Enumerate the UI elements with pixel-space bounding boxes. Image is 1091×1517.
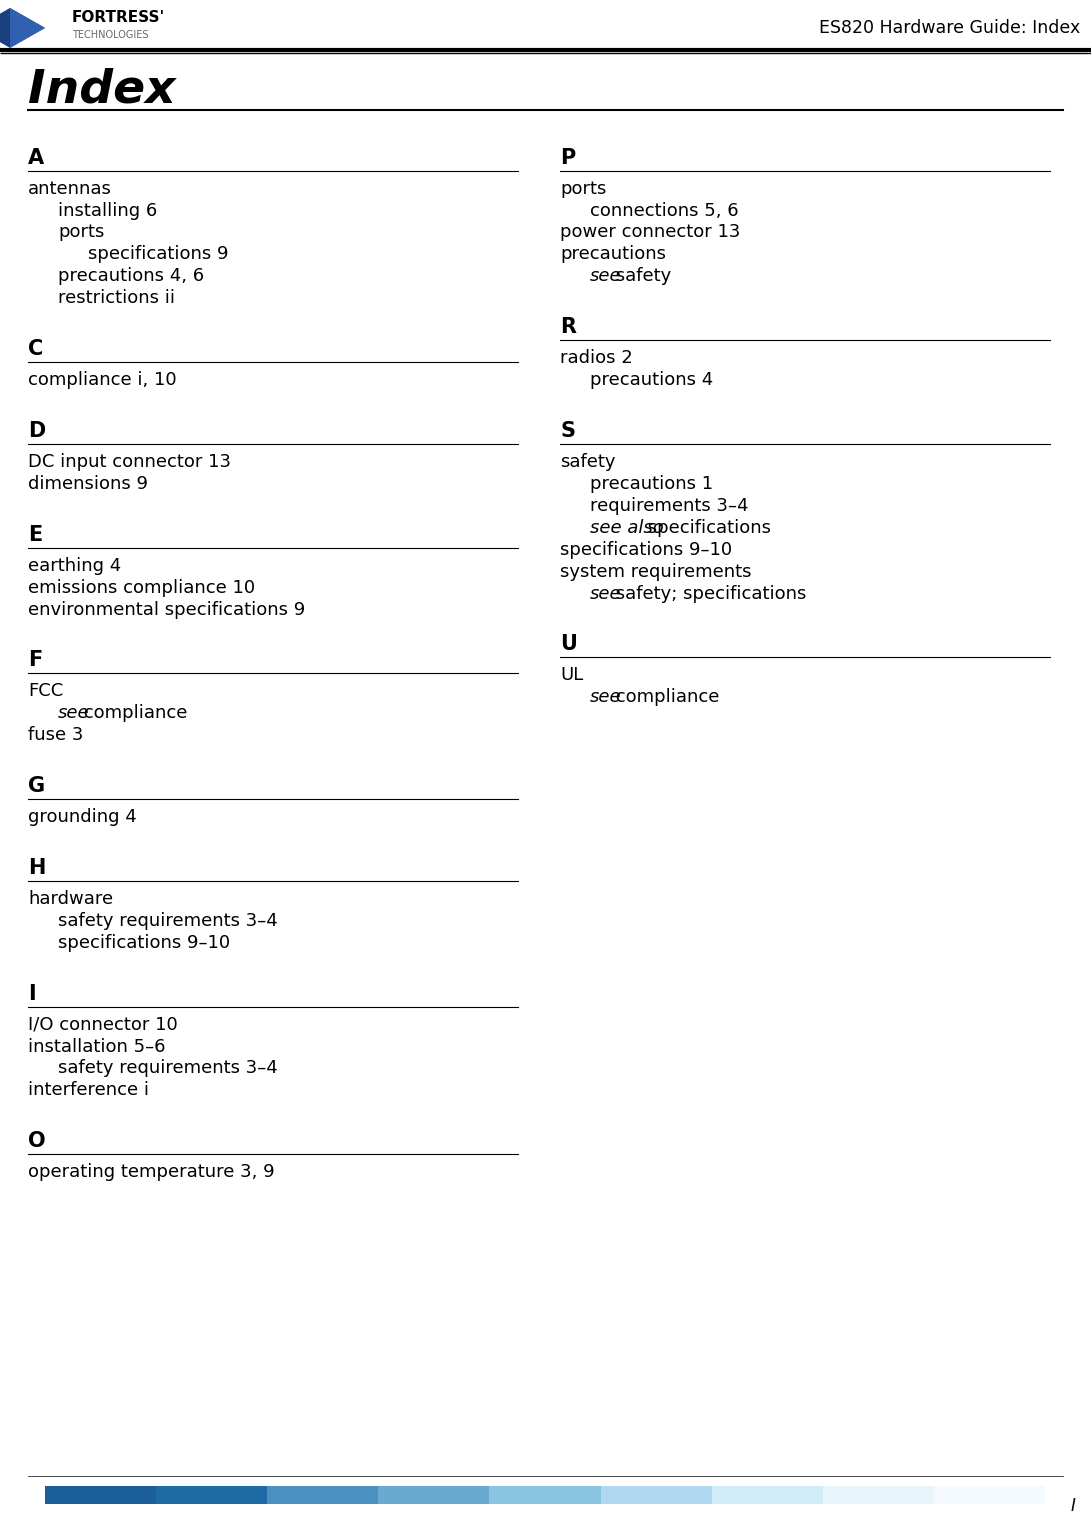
- Text: specifications 9: specifications 9: [88, 246, 228, 264]
- Text: TECHNOLOGIES: TECHNOLOGIES: [72, 30, 148, 39]
- Text: safety requirements 3–4: safety requirements 3–4: [58, 912, 278, 930]
- Text: Index: Index: [28, 67, 176, 112]
- Text: compliance i, 10: compliance i, 10: [28, 372, 177, 390]
- Text: FCC: FCC: [28, 683, 63, 701]
- Text: UL: UL: [560, 666, 584, 684]
- Text: installing 6: installing 6: [58, 202, 157, 220]
- Polygon shape: [0, 8, 45, 49]
- Text: I: I: [1070, 1497, 1075, 1515]
- Text: safety: safety: [610, 267, 671, 285]
- Text: S: S: [560, 422, 575, 441]
- Text: H: H: [28, 859, 46, 878]
- Text: precautions 1: precautions 1: [590, 475, 714, 493]
- Bar: [379, 1487, 490, 1505]
- Text: restrictions ii: restrictions ii: [58, 290, 175, 308]
- Text: specifications 9–10: specifications 9–10: [560, 540, 732, 558]
- Bar: [823, 1487, 934, 1505]
- Text: connections 5, 6: connections 5, 6: [590, 202, 739, 220]
- Text: ES820 Hardware Guide: Index: ES820 Hardware Guide: Index: [818, 18, 1080, 36]
- Bar: [490, 1487, 600, 1505]
- Text: specifications 9–10: specifications 9–10: [58, 934, 230, 951]
- Text: A: A: [28, 147, 44, 168]
- Text: O: O: [28, 1132, 46, 1151]
- Text: I/O connector 10: I/O connector 10: [28, 1015, 178, 1033]
- Text: precautions: precautions: [560, 246, 666, 264]
- Text: specifications: specifications: [642, 519, 771, 537]
- Text: environmental specifications 9: environmental specifications 9: [28, 601, 305, 619]
- Text: operating temperature 3, 9: operating temperature 3, 9: [28, 1164, 275, 1182]
- Text: fuse 3: fuse 3: [28, 727, 83, 745]
- Text: safety requirements 3–4: safety requirements 3–4: [58, 1059, 278, 1077]
- Bar: [45, 1487, 156, 1505]
- Text: antennas: antennas: [28, 179, 112, 197]
- Text: P: P: [560, 147, 575, 168]
- Text: power connector 13: power connector 13: [560, 223, 741, 241]
- Text: FORTRESS': FORTRESS': [72, 11, 165, 26]
- Text: E: E: [28, 525, 43, 545]
- Text: grounding 4: grounding 4: [28, 809, 136, 827]
- Text: C: C: [28, 340, 44, 360]
- Text: U: U: [560, 634, 577, 654]
- Text: see: see: [590, 267, 622, 285]
- Text: D: D: [28, 422, 45, 441]
- Text: requirements 3–4: requirements 3–4: [590, 496, 748, 514]
- Text: hardware: hardware: [28, 890, 113, 907]
- Text: see: see: [590, 689, 622, 707]
- Text: G: G: [28, 777, 45, 796]
- Text: see: see: [590, 584, 622, 602]
- Text: ports: ports: [560, 179, 607, 197]
- Bar: [711, 1487, 823, 1505]
- Bar: [267, 1487, 379, 1505]
- Text: dimensions 9: dimensions 9: [28, 475, 148, 493]
- Bar: [600, 1487, 711, 1505]
- Text: I: I: [28, 983, 36, 1004]
- Text: precautions 4, 6: precautions 4, 6: [58, 267, 204, 285]
- Text: earthing 4: earthing 4: [28, 557, 121, 575]
- Text: R: R: [560, 317, 576, 337]
- Text: emissions compliance 10: emissions compliance 10: [28, 578, 255, 596]
- Text: DC input connector 13: DC input connector 13: [28, 454, 231, 470]
- Text: compliance: compliance: [77, 704, 187, 722]
- Bar: [934, 1487, 1045, 1505]
- Text: ports: ports: [58, 223, 105, 241]
- Text: system requirements: system requirements: [560, 563, 752, 581]
- Text: radios 2: radios 2: [560, 349, 633, 367]
- Bar: [156, 1487, 267, 1505]
- Text: safety: safety: [560, 454, 615, 470]
- Text: see also: see also: [590, 519, 663, 537]
- Text: safety; specifications: safety; specifications: [610, 584, 806, 602]
- Polygon shape: [10, 8, 45, 49]
- Text: installation 5–6: installation 5–6: [28, 1038, 166, 1056]
- Text: interference i: interference i: [28, 1082, 149, 1100]
- Text: precautions 4: precautions 4: [590, 372, 714, 390]
- Text: F: F: [28, 651, 43, 671]
- Text: see: see: [58, 704, 89, 722]
- Text: compliance: compliance: [610, 689, 719, 707]
